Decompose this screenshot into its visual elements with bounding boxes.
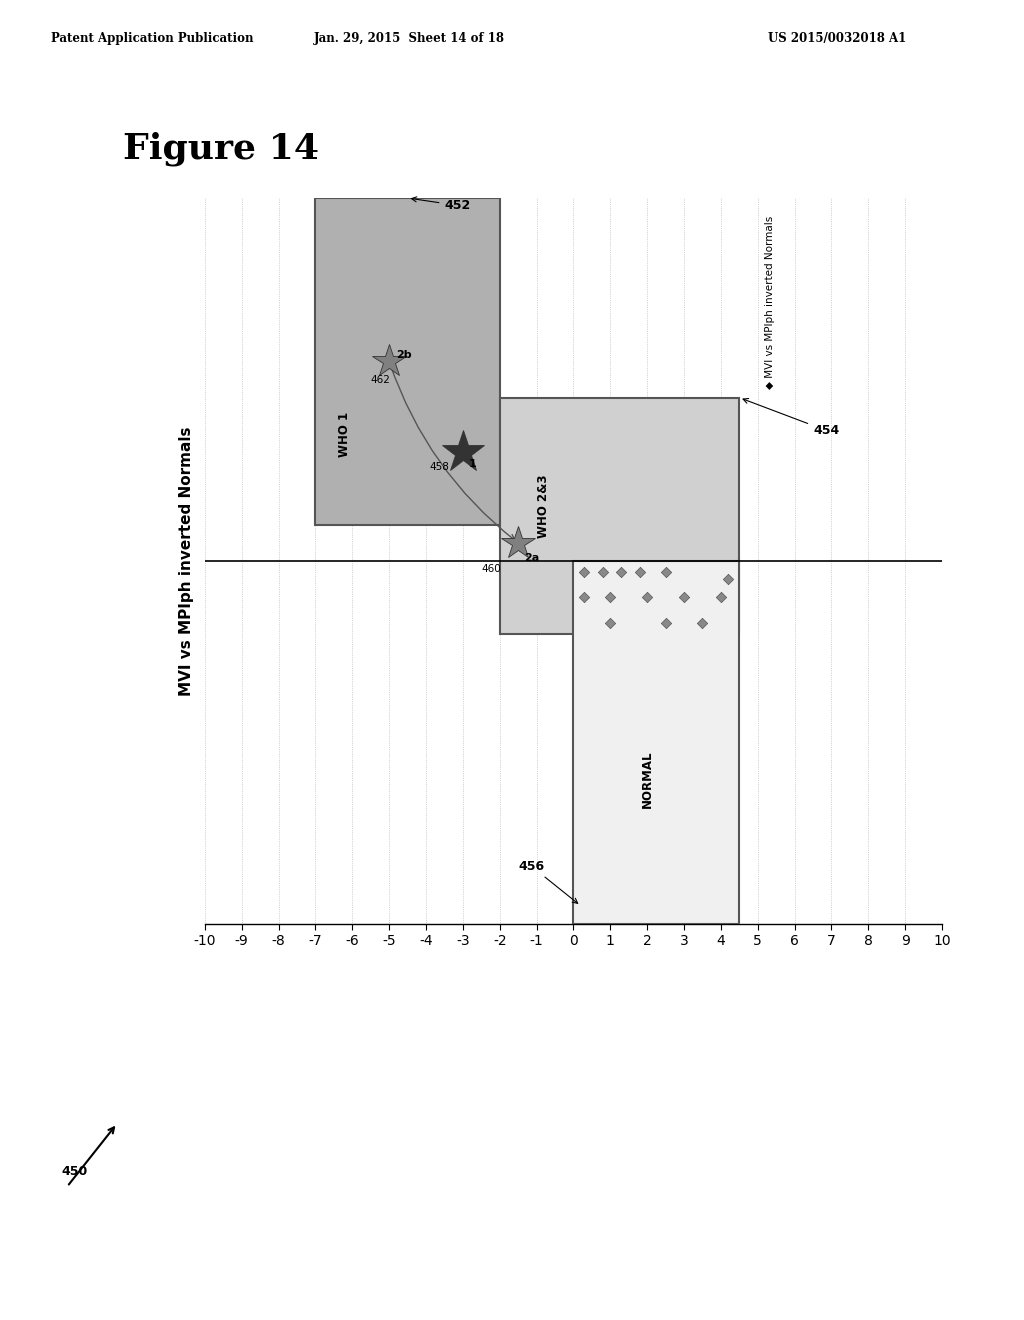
Point <box>676 586 692 607</box>
Text: 450: 450 <box>61 1164 88 1177</box>
Point <box>657 612 674 634</box>
Y-axis label: MVI vs MPIph inverted Normals: MVI vs MPIph inverted Normals <box>179 426 194 696</box>
Point <box>602 586 618 607</box>
Point <box>632 561 648 582</box>
Point <box>577 561 593 582</box>
Text: 458: 458 <box>430 462 450 473</box>
Bar <box>573 561 739 924</box>
Point <box>595 561 611 582</box>
Text: 454: 454 <box>743 399 840 437</box>
Point <box>602 612 618 634</box>
Point <box>657 561 674 582</box>
Text: 456: 456 <box>518 859 578 903</box>
Text: NORMAL: NORMAL <box>641 750 653 808</box>
Point <box>577 586 593 607</box>
Point <box>613 561 630 582</box>
Text: 462: 462 <box>371 375 390 385</box>
Text: 452: 452 <box>412 197 471 213</box>
Point <box>720 569 736 590</box>
Bar <box>315 198 500 524</box>
Text: 2b: 2b <box>396 350 412 360</box>
Text: WHO 1: WHO 1 <box>338 412 351 457</box>
Text: Figure 14: Figure 14 <box>123 132 318 166</box>
Text: WHO 2&3: WHO 2&3 <box>538 475 551 539</box>
Text: US 2015/0032018 A1: US 2015/0032018 A1 <box>768 32 906 45</box>
Text: Patent Application Publication: Patent Application Publication <box>51 32 254 45</box>
Text: 1: 1 <box>468 458 476 469</box>
Text: ◆ MVI vs MPIph inverted Normals: ◆ MVI vs MPIph inverted Normals <box>765 216 775 389</box>
Text: Jan. 29, 2015  Sheet 14 of 18: Jan. 29, 2015 Sheet 14 of 18 <box>314 32 505 45</box>
Bar <box>500 397 739 634</box>
Point <box>713 586 729 607</box>
Point <box>694 612 711 634</box>
Text: 2a: 2a <box>523 553 539 564</box>
Text: 460: 460 <box>481 564 501 574</box>
Point <box>639 586 655 607</box>
